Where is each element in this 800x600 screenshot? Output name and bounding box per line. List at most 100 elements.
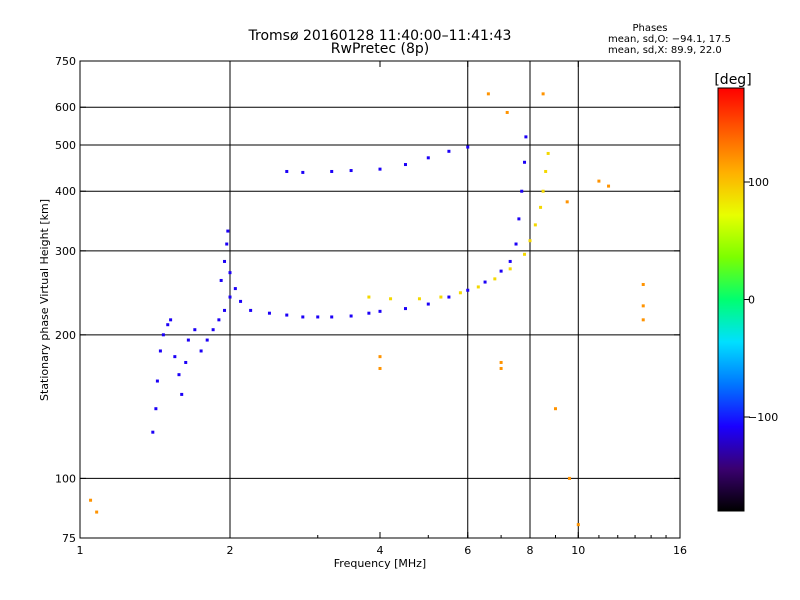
data-point-o_trough bbox=[447, 295, 451, 299]
data-point-o_trough bbox=[330, 315, 334, 319]
colorbar: [deg] 100 0 −100 bbox=[714, 72, 778, 512]
colorbar-gradient bbox=[717, 87, 745, 512]
data-point-scatter bbox=[641, 304, 645, 308]
data-point-o_trough bbox=[285, 313, 289, 317]
x-tick-label: 6 bbox=[464, 544, 471, 557]
data-point-o_low bbox=[228, 271, 232, 275]
data-point-o_trough bbox=[426, 302, 430, 306]
data-point-o_trough bbox=[483, 280, 487, 284]
data-point-scatter bbox=[541, 92, 545, 96]
data-point-o_low bbox=[184, 360, 188, 364]
data-point-o_low bbox=[205, 338, 209, 342]
data-point-scatter bbox=[565, 200, 569, 204]
data-point-o_low bbox=[228, 295, 232, 299]
x-tick-label: 4 bbox=[377, 544, 384, 557]
data-point-o_trough bbox=[378, 309, 382, 313]
stats-heading: Phases bbox=[632, 23, 667, 34]
data-point-o_upper bbox=[447, 149, 451, 153]
data-point-scatter bbox=[567, 476, 571, 480]
x-tick-label: 2 bbox=[227, 544, 234, 557]
grid bbox=[80, 61, 680, 538]
y-tick-label: 400 bbox=[55, 185, 76, 198]
data-point-o_trough bbox=[520, 189, 524, 193]
data-point-x_trace bbox=[493, 277, 497, 281]
data-point-x_trace bbox=[528, 239, 532, 243]
x-tick-label: 10 bbox=[571, 544, 585, 557]
y-tick-label: 75 bbox=[62, 532, 76, 545]
data-point-o_trough bbox=[316, 315, 320, 319]
colorbar-tick-label: −100 bbox=[748, 411, 778, 424]
data-point-o_trough bbox=[514, 242, 518, 246]
data-point-o_low bbox=[169, 318, 173, 322]
data-point-scatter bbox=[499, 366, 503, 370]
data-point-o_trough bbox=[523, 160, 527, 164]
data-point-o_trough bbox=[267, 311, 271, 315]
data-point-x_trace bbox=[417, 297, 421, 301]
data-point-scatter bbox=[553, 407, 557, 411]
y-tick-label: 100 bbox=[55, 472, 76, 485]
data-point-scatter bbox=[641, 282, 645, 286]
x-tick-label: 1 bbox=[77, 544, 84, 557]
data-point-o_trough bbox=[301, 315, 305, 319]
y-tick-label: 300 bbox=[55, 245, 76, 258]
data-point-o_low bbox=[193, 328, 197, 332]
data-point-scatter bbox=[378, 355, 382, 359]
data-point-o_trough bbox=[349, 314, 353, 318]
data-point-o_upper bbox=[301, 170, 305, 174]
data-point-o_low bbox=[186, 338, 190, 342]
data-point-o_low bbox=[151, 430, 155, 434]
y-tick-label: 200 bbox=[55, 329, 76, 342]
data-point-o_low bbox=[217, 318, 221, 322]
data-point-o_trough bbox=[403, 307, 407, 311]
y-tick-label: 750 bbox=[55, 55, 76, 68]
data-point-o_low bbox=[161, 333, 165, 337]
chart-title: Tromsø 20160128 11:40:00–11:41:43 bbox=[248, 28, 512, 44]
data-point-scatter bbox=[378, 366, 382, 370]
y-tick-label: 500 bbox=[55, 139, 76, 152]
data-point-o_upper bbox=[426, 156, 430, 160]
data-point-o_low bbox=[154, 407, 158, 411]
data-point-x_trace bbox=[544, 169, 548, 173]
data-point-scatter bbox=[576, 523, 580, 527]
data-point-x_trace bbox=[367, 295, 371, 299]
data-point-x_trace bbox=[439, 295, 443, 299]
data-point-x_trace bbox=[476, 285, 480, 289]
colorbar-label: [deg] bbox=[714, 72, 751, 88]
data-point-x_trace bbox=[458, 291, 462, 295]
stats-line-o: mean, sd,O: −94.1, 17.5 bbox=[608, 34, 731, 45]
data-point-o_trough bbox=[524, 135, 528, 139]
data-point-o_trough bbox=[367, 311, 371, 315]
data-point-scatter bbox=[641, 318, 645, 322]
data-point-o_upper bbox=[285, 169, 289, 173]
data-point-o_trough bbox=[466, 288, 470, 292]
plot-area bbox=[79, 60, 681, 539]
data-point-o_low bbox=[239, 299, 243, 303]
x-tick-label: 16 bbox=[673, 544, 687, 557]
data-point-x_trace bbox=[546, 151, 550, 155]
data-point-o_low bbox=[211, 328, 215, 332]
data-point-o_trough bbox=[517, 217, 521, 221]
data-point-o_low bbox=[177, 373, 181, 377]
data-points bbox=[89, 92, 645, 527]
data-point-o_low bbox=[225, 242, 229, 246]
data-point-o_upper bbox=[378, 167, 382, 171]
data-point-o_low bbox=[219, 278, 223, 282]
data-point-o_low bbox=[233, 287, 237, 291]
data-point-o_upper bbox=[466, 145, 470, 149]
colorbar-tick-label: 0 bbox=[748, 294, 755, 307]
data-point-x_trace bbox=[508, 267, 512, 271]
data-point-o_upper bbox=[403, 163, 407, 167]
data-point-o_upper bbox=[330, 169, 334, 173]
data-point-scatter bbox=[607, 184, 611, 188]
data-point-scatter bbox=[505, 110, 509, 114]
data-point-o_low bbox=[166, 323, 170, 327]
data-point-scatter bbox=[89, 498, 93, 502]
axis-ticks: 1 2 4 6 8 10 16 750 600 500 400 300 200 100 75 bbox=[55, 55, 687, 557]
data-point-o_low bbox=[199, 349, 203, 353]
data-point-x_trace bbox=[523, 252, 527, 256]
chart-subtitle: RwPretec (8p) bbox=[331, 41, 429, 57]
data-point-o_low bbox=[155, 379, 159, 383]
data-point-scatter bbox=[486, 92, 490, 96]
data-point-scatter bbox=[499, 360, 503, 364]
data-point-scatter bbox=[597, 179, 601, 183]
